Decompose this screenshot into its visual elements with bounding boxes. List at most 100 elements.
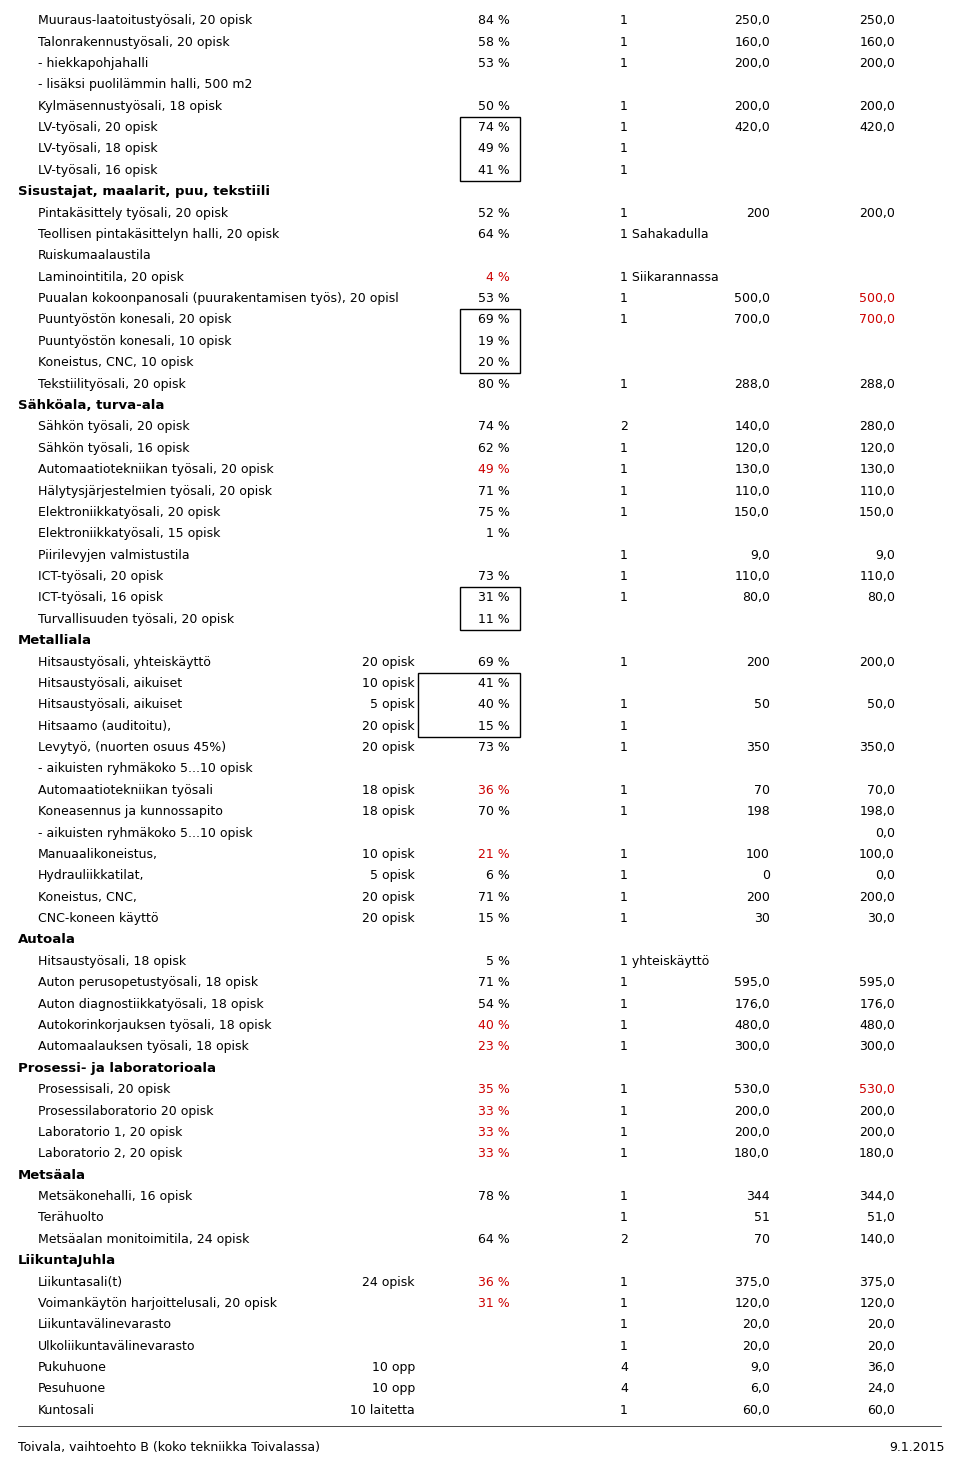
Text: 200,0: 200,0: [859, 1104, 895, 1117]
Text: 18 opisk: 18 opisk: [362, 784, 415, 797]
Text: Kylmäsennustyösali, 18 opisk: Kylmäsennustyösali, 18 opisk: [38, 100, 222, 112]
Text: 1: 1: [620, 1212, 628, 1225]
Text: 1: 1: [620, 1041, 628, 1054]
Bar: [460, 117, 520, 182]
Text: 1: 1: [620, 15, 628, 27]
Text: 36 %: 36 %: [478, 784, 510, 797]
Text: 110,0: 110,0: [859, 484, 895, 497]
Text: 595,0: 595,0: [859, 976, 895, 989]
Text: Autokorinkorjauksen työsali, 18 opisk: Autokorinkorjauksen työsali, 18 opisk: [38, 1018, 272, 1032]
Text: 53 %: 53 %: [478, 58, 510, 69]
Text: 700,0: 700,0: [859, 313, 895, 326]
Text: 2: 2: [620, 1232, 628, 1246]
Text: 1: 1: [620, 1404, 628, 1417]
Text: 20 opisk: 20 opisk: [362, 720, 415, 732]
Text: 33 %: 33 %: [478, 1126, 510, 1139]
Text: 54 %: 54 %: [478, 998, 510, 1011]
Text: 20 %: 20 %: [478, 356, 510, 369]
Text: 21 %: 21 %: [478, 849, 510, 861]
Text: 20,0: 20,0: [867, 1340, 895, 1352]
Text: 480,0: 480,0: [734, 1018, 770, 1032]
Text: 1: 1: [620, 463, 628, 477]
Text: 150,0: 150,0: [734, 506, 770, 520]
Text: 33 %: 33 %: [478, 1147, 510, 1160]
Text: 1: 1: [620, 441, 628, 455]
Text: Automaatiotekniikan työsali: Automaatiotekniikan työsali: [38, 784, 213, 797]
Text: CNC-koneen käyttö: CNC-koneen käyttö: [38, 912, 158, 925]
Text: 31 %: 31 %: [478, 1297, 510, 1309]
Text: Hitsaustyösali, 18 opisk: Hitsaustyösali, 18 opisk: [38, 955, 186, 968]
Text: 9,0: 9,0: [750, 1361, 770, 1374]
Text: 1: 1: [620, 869, 628, 883]
Text: - aikuisten ryhmäkoko 5...10 opisk: - aikuisten ryhmäkoko 5...10 opisk: [38, 827, 252, 840]
Text: 6 %: 6 %: [486, 869, 510, 883]
Text: 1: 1: [620, 890, 628, 903]
Text: 24,0: 24,0: [867, 1383, 895, 1395]
Text: Koneistus, CNC,: Koneistus, CNC,: [38, 890, 137, 903]
Text: - lisäksi puolilämmin halli, 500 m2: - lisäksi puolilämmin halli, 500 m2: [38, 78, 252, 92]
Text: 1: 1: [620, 100, 628, 112]
Text: 1: 1: [620, 806, 628, 818]
Text: 10 opp: 10 opp: [372, 1383, 415, 1395]
Text: 300,0: 300,0: [859, 1041, 895, 1054]
Text: 200,0: 200,0: [859, 655, 895, 669]
Text: 15 %: 15 %: [478, 720, 510, 732]
Text: 1: 1: [620, 1126, 628, 1139]
Text: 160,0: 160,0: [734, 35, 770, 49]
Text: 53 %: 53 %: [478, 292, 510, 306]
Text: 70,0: 70,0: [867, 784, 895, 797]
Text: Piirilevyjen valmistustila: Piirilevyjen valmistustila: [38, 549, 190, 562]
Text: Ulkoliikuntavälinevarasto: Ulkoliikuntavälinevarasto: [38, 1340, 196, 1352]
Text: 200,0: 200,0: [734, 100, 770, 112]
Text: 41 %: 41 %: [478, 677, 510, 689]
Text: 150,0: 150,0: [859, 506, 895, 520]
Text: 180,0: 180,0: [734, 1147, 770, 1160]
Text: Hitsaustyösali, yhteiskäyttö: Hitsaustyösali, yhteiskäyttö: [38, 655, 211, 669]
Text: 50: 50: [754, 698, 770, 711]
Text: 1: 1: [620, 58, 628, 69]
Text: 74 %: 74 %: [478, 121, 510, 134]
Text: - hiekkapohjahalli: - hiekkapohjahalli: [38, 58, 149, 69]
Text: 84 %: 84 %: [478, 15, 510, 27]
Text: Teollisen pintakäsittelyn halli, 20 opisk: Teollisen pintakäsittelyn halli, 20 opis…: [38, 227, 279, 241]
Text: 9.1.2015: 9.1.2015: [890, 1441, 945, 1454]
Text: 530,0: 530,0: [734, 1083, 770, 1097]
Text: 1: 1: [620, 698, 628, 711]
Text: 200,0: 200,0: [734, 1104, 770, 1117]
Text: 100: 100: [746, 849, 770, 861]
Text: Prosessilaboratorio 20 opisk: Prosessilaboratorio 20 opisk: [38, 1104, 213, 1117]
Text: 15 %: 15 %: [478, 912, 510, 925]
Text: 64 %: 64 %: [478, 227, 510, 241]
Text: 300,0: 300,0: [734, 1041, 770, 1054]
Text: 0,0: 0,0: [875, 869, 895, 883]
Text: 4: 4: [620, 1361, 628, 1374]
Text: 50 %: 50 %: [478, 100, 510, 112]
Text: 10 opp: 10 opp: [372, 1361, 415, 1374]
Text: ICT-työsali, 16 opisk: ICT-työsali, 16 opisk: [38, 592, 163, 604]
Text: 30,0: 30,0: [867, 912, 895, 925]
Text: 1: 1: [620, 549, 628, 562]
Text: 49 %: 49 %: [478, 143, 510, 155]
Text: 180,0: 180,0: [859, 1147, 895, 1160]
Text: Puuntyöstön konesali, 20 opisk: Puuntyöstön konesali, 20 opisk: [38, 313, 231, 326]
Text: 70: 70: [754, 784, 770, 797]
Text: 200: 200: [746, 207, 770, 220]
Text: Toivala, vaihtoehto B (koko tekniikka Toivalassa): Toivala, vaihtoehto B (koko tekniikka To…: [18, 1441, 320, 1454]
Text: 10 laitetta: 10 laitetta: [350, 1404, 415, 1417]
Text: LV-työsali, 16 opisk: LV-työsali, 16 opisk: [38, 164, 157, 177]
Text: Puuntyöstön konesali, 10 opisk: Puuntyöstön konesali, 10 opisk: [38, 335, 231, 348]
Text: 40 %: 40 %: [478, 698, 510, 711]
Text: Liikuntasali(t): Liikuntasali(t): [38, 1275, 123, 1289]
Text: 30: 30: [755, 912, 770, 925]
Text: 52 %: 52 %: [478, 207, 510, 220]
Text: 35 %: 35 %: [478, 1083, 510, 1097]
Text: 375,0: 375,0: [859, 1275, 895, 1289]
Text: 110,0: 110,0: [734, 570, 770, 583]
Text: 1: 1: [620, 313, 628, 326]
Text: 71 %: 71 %: [478, 890, 510, 903]
Text: 200,0: 200,0: [859, 207, 895, 220]
Text: 78 %: 78 %: [478, 1190, 510, 1203]
Text: 70 %: 70 %: [478, 806, 510, 818]
Text: 200,0: 200,0: [859, 58, 895, 69]
Text: Liikuntavälinevarasto: Liikuntavälinevarasto: [38, 1318, 172, 1331]
